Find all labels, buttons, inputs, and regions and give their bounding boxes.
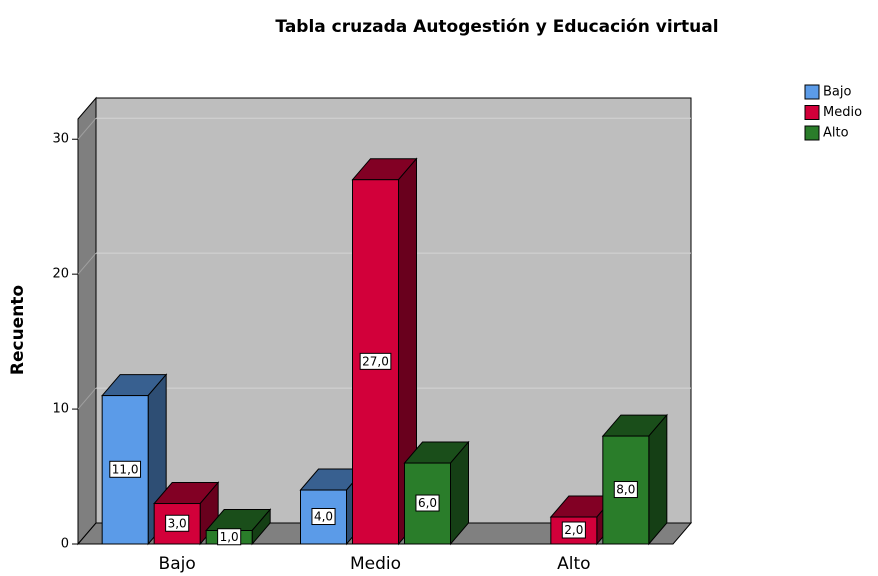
x-tick-label: Bajo bbox=[159, 554, 196, 574]
bar-side bbox=[648, 413, 668, 546]
grid-line bbox=[77, 117, 97, 140]
legend-swatch bbox=[804, 125, 820, 141]
value-label: 2,0 bbox=[564, 523, 583, 537]
grid-line bbox=[77, 252, 97, 275]
value-label-box bbox=[165, 514, 190, 532]
bar bbox=[153, 481, 220, 546]
value-label: 3,0 bbox=[168, 516, 187, 530]
value-label: 8,0 bbox=[616, 483, 635, 497]
y-tick-label: 0 bbox=[61, 537, 69, 552]
value-label-box bbox=[217, 528, 242, 546]
value-label: 27,0 bbox=[362, 354, 389, 368]
value-label-box bbox=[561, 521, 586, 539]
y-tick-label: 30 bbox=[52, 132, 69, 147]
value-label-box bbox=[359, 352, 392, 370]
bar bbox=[299, 467, 366, 546]
value-label: 11,0 bbox=[112, 462, 139, 476]
value-label-box bbox=[109, 460, 142, 478]
legend-swatch bbox=[804, 105, 820, 120]
y-tick-label: 20 bbox=[52, 267, 69, 282]
value-label: 1,0 bbox=[220, 530, 239, 544]
y-axis-label: Recuento bbox=[8, 285, 28, 375]
x-tick-label: Medio bbox=[350, 554, 401, 574]
value-label-box bbox=[311, 508, 336, 526]
bar bbox=[351, 157, 418, 546]
chart-title: Tabla cruzada Autogestión y Educación vi… bbox=[275, 17, 718, 37]
value-label: 4,0 bbox=[314, 510, 333, 524]
grid-line bbox=[77, 387, 97, 410]
x-tick-label: Alto bbox=[557, 554, 590, 574]
bar bbox=[601, 413, 668, 546]
y-tick-label: 10 bbox=[52, 402, 69, 417]
value-label-box bbox=[415, 494, 440, 512]
bar bbox=[403, 440, 470, 546]
value-label-box bbox=[613, 481, 638, 499]
legend-label: Alto bbox=[823, 126, 849, 141]
value-label: 6,0 bbox=[418, 496, 437, 510]
legend-label: Bajo bbox=[823, 85, 851, 100]
legend-swatch bbox=[804, 84, 820, 100]
legend-label: Medio bbox=[823, 105, 862, 120]
side-wall bbox=[77, 96, 97, 546]
